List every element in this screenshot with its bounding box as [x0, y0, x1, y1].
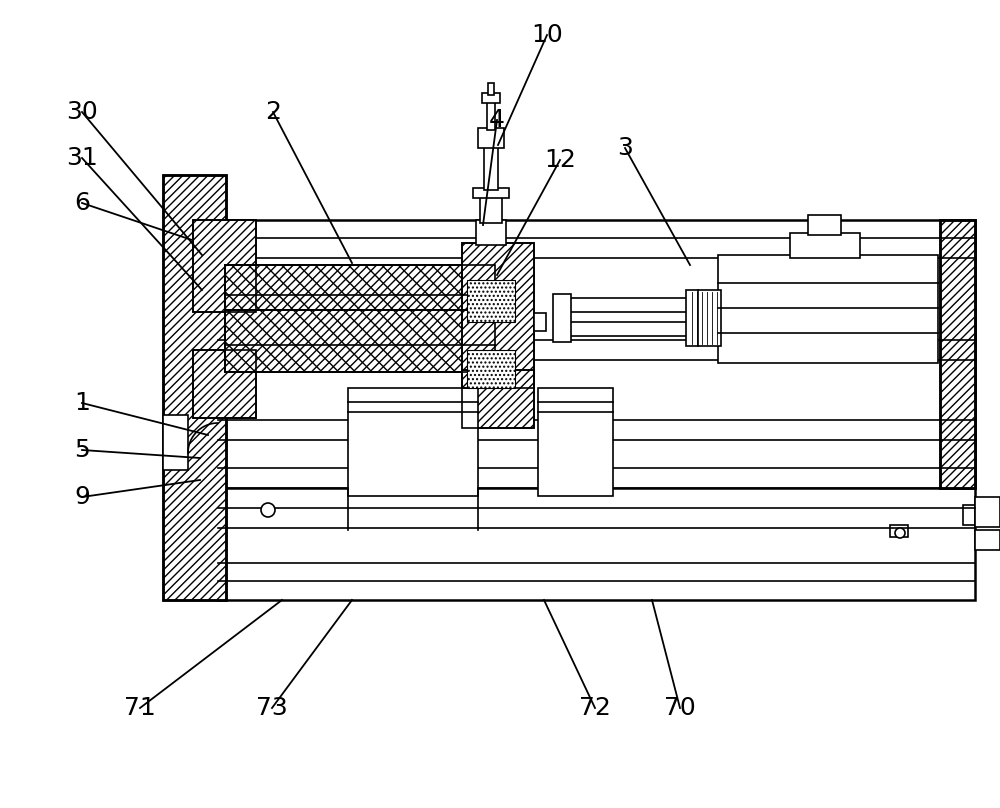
Bar: [467, 350, 515, 388]
Text: 3: 3: [617, 136, 633, 160]
Bar: [538, 388, 613, 496]
Bar: [225, 265, 495, 310]
Bar: [975, 530, 1000, 550]
Text: 72: 72: [579, 696, 611, 720]
Bar: [890, 525, 908, 537]
Circle shape: [895, 528, 905, 538]
Bar: [484, 145, 498, 190]
Bar: [534, 313, 546, 331]
Bar: [478, 128, 504, 148]
Bar: [225, 310, 495, 372]
Bar: [488, 83, 494, 95]
Text: 6: 6: [74, 191, 90, 215]
Bar: [163, 175, 226, 600]
Bar: [476, 220, 506, 245]
Bar: [193, 350, 256, 418]
Bar: [163, 415, 188, 470]
Bar: [348, 388, 478, 496]
Bar: [225, 310, 495, 372]
Bar: [193, 220, 256, 312]
Text: 30: 30: [66, 100, 98, 124]
Text: 12: 12: [544, 148, 576, 172]
Bar: [790, 233, 860, 258]
Bar: [462, 370, 534, 428]
Bar: [482, 93, 500, 103]
Bar: [462, 243, 534, 388]
Text: 73: 73: [256, 696, 288, 720]
Bar: [218, 488, 975, 600]
Text: 70: 70: [664, 696, 696, 720]
Bar: [473, 188, 509, 198]
Bar: [163, 175, 226, 600]
Bar: [225, 310, 495, 372]
Bar: [718, 255, 938, 363]
Text: 9: 9: [74, 485, 90, 509]
Bar: [808, 215, 841, 235]
Bar: [940, 220, 975, 488]
Bar: [225, 265, 495, 310]
Bar: [462, 243, 534, 388]
Bar: [480, 195, 502, 223]
Bar: [467, 280, 515, 322]
Bar: [963, 505, 975, 525]
Bar: [193, 220, 256, 312]
Bar: [975, 497, 1000, 527]
Text: 4: 4: [489, 108, 505, 132]
Bar: [560, 298, 690, 336]
Circle shape: [261, 503, 275, 517]
Bar: [487, 100, 495, 130]
Bar: [218, 220, 975, 488]
Text: 31: 31: [66, 146, 98, 170]
Bar: [553, 294, 571, 342]
Text: 5: 5: [74, 438, 90, 462]
Bar: [193, 350, 256, 418]
Bar: [686, 290, 721, 346]
Bar: [462, 370, 534, 428]
Text: 2: 2: [265, 100, 281, 124]
Text: 1: 1: [74, 391, 90, 415]
Bar: [225, 265, 495, 310]
Text: 10: 10: [531, 23, 563, 47]
Bar: [940, 220, 975, 488]
Text: 71: 71: [124, 696, 156, 720]
